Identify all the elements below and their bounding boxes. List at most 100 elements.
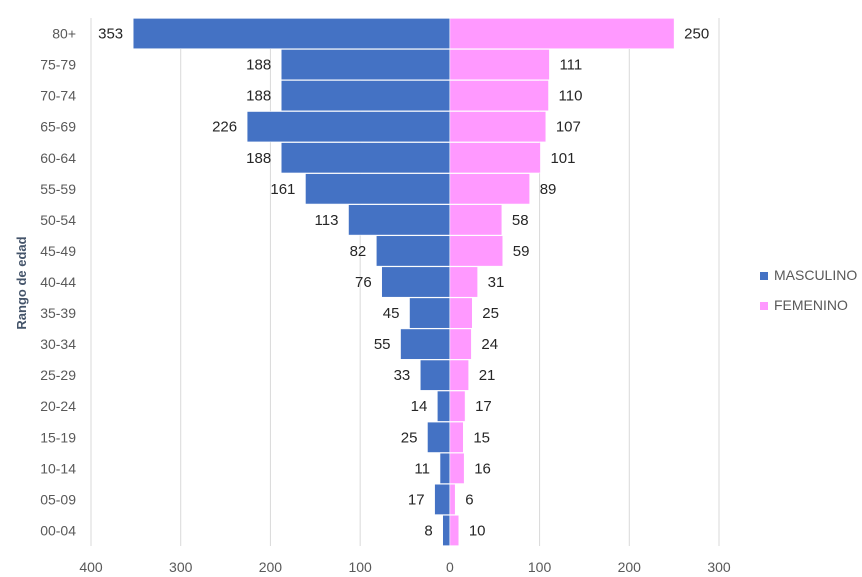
x-tick-label: 200 — [618, 559, 642, 575]
category-label: 30-34 — [40, 336, 76, 352]
data-label-femenino: 16 — [474, 460, 491, 477]
category-label: 20-24 — [40, 398, 76, 414]
data-label-masculino: 25 — [401, 429, 418, 446]
data-label-femenino: 58 — [512, 212, 529, 229]
category-label: 40-44 — [40, 274, 76, 290]
category-label: 55-59 — [40, 181, 76, 197]
bar-femenino — [449, 514, 460, 546]
category-label: 60-64 — [40, 150, 76, 166]
bar-masculino — [419, 359, 451, 391]
bar-femenino — [449, 235, 504, 267]
bar-masculino — [434, 483, 451, 515]
bar-masculino — [427, 421, 451, 453]
data-label-masculino: 226 — [212, 119, 237, 136]
x-tick-label: 100 — [528, 559, 552, 575]
bar-femenino — [449, 18, 675, 50]
bar-femenino — [449, 266, 478, 298]
bar-femenino — [449, 359, 469, 391]
y-axis-title: Rango de edad — [14, 236, 29, 329]
bar-femenino — [449, 328, 472, 360]
bar-femenino — [449, 111, 547, 143]
data-label-masculino: 17 — [408, 491, 425, 508]
data-label-masculino: 76 — [355, 274, 372, 291]
bar-femenino — [449, 390, 466, 422]
data-label-femenino: 25 — [482, 305, 499, 322]
labels-layer: 8 10 17 6 11 16 25 15 14 17 33 21 55 24 45 25 76 31 82 59 11… — [98, 26, 709, 540]
bar-masculino — [400, 328, 451, 360]
bar-masculino — [409, 297, 451, 329]
x-tick-label: 0 — [446, 559, 454, 575]
category-label: 45-49 — [40, 243, 76, 259]
data-label-femenino: 31 — [488, 274, 505, 291]
data-label-femenino: 59 — [513, 243, 530, 260]
legend-swatch — [760, 302, 768, 310]
data-label-femenino: 21 — [479, 367, 496, 384]
bar-femenino — [449, 297, 473, 329]
category-label: 65-69 — [40, 119, 76, 135]
bar-masculino — [305, 173, 451, 205]
category-label: 05-09 — [40, 491, 76, 507]
bar-femenino — [449, 80, 549, 112]
bar-femenino — [449, 452, 465, 484]
data-label-femenino: 10 — [469, 522, 486, 539]
legend-swatch — [760, 272, 768, 280]
bar-masculino — [375, 235, 451, 267]
data-label-femenino: 101 — [550, 150, 575, 167]
data-label-masculino: 8 — [424, 522, 432, 539]
bar-masculino — [246, 111, 451, 143]
data-label-masculino: 11 — [414, 460, 430, 477]
data-label-masculino: 353 — [98, 26, 123, 43]
bar-femenino — [449, 421, 464, 453]
bar-masculino — [280, 49, 451, 81]
legend: MASCULINO FEMENINO — [760, 267, 857, 313]
data-label-masculino: 188 — [246, 57, 271, 74]
legend-label: FEMENINO — [774, 297, 848, 313]
category-label: 10-14 — [40, 460, 76, 476]
data-label-femenino: 6 — [465, 491, 473, 508]
bar-masculino — [381, 266, 451, 298]
x-tick-label: 100 — [348, 559, 372, 575]
category-label: 15-19 — [40, 429, 76, 445]
category-label: 35-39 — [40, 305, 76, 321]
bars-layer — [132, 18, 675, 546]
data-label-femenino: 15 — [473, 429, 490, 446]
bar-femenino — [449, 173, 531, 205]
bar-masculino — [132, 18, 451, 50]
data-label-femenino: 250 — [684, 26, 709, 43]
bar-masculino — [439, 452, 451, 484]
x-tick-label: 300 — [707, 559, 731, 575]
data-label-masculino: 188 — [246, 88, 271, 105]
data-label-femenino: 24 — [481, 336, 498, 353]
data-label-masculino: 161 — [270, 181, 295, 198]
bar-femenino — [449, 142, 541, 174]
axis-layer: 400 300 200 100 0 100 200 300 00-04 05-09 10-14 15-… — [40, 26, 731, 575]
category-label: 50-54 — [40, 212, 76, 228]
bar-masculino — [442, 514, 451, 546]
data-label-masculino: 188 — [246, 150, 271, 167]
bar-masculino — [348, 204, 451, 236]
bar-femenino — [449, 483, 456, 515]
data-label-masculino: 14 — [411, 398, 428, 415]
x-tick-label: 300 — [169, 559, 193, 575]
category-label: 75-79 — [40, 57, 76, 73]
data-label-femenino: 17 — [475, 398, 492, 415]
bar-masculino — [280, 142, 451, 174]
data-label-femenino: 107 — [556, 119, 581, 136]
data-label-masculino: 82 — [350, 243, 367, 260]
legend-label: MASCULINO — [774, 267, 857, 283]
data-label-femenino: 110 — [559, 88, 583, 105]
data-label-masculino: 55 — [374, 336, 391, 353]
category-label: 25-29 — [40, 367, 76, 383]
data-label-femenino: 89 — [540, 181, 557, 198]
category-label: 70-74 — [40, 88, 76, 104]
bar-femenino — [449, 204, 503, 236]
x-tick-label: 200 — [259, 559, 283, 575]
data-label-masculino: 45 — [383, 305, 400, 322]
bar-masculino — [280, 80, 451, 112]
bar-masculino — [436, 390, 451, 422]
x-tick-label: 400 — [79, 559, 103, 575]
category-label: 00-04 — [40, 522, 76, 538]
category-label: 80+ — [52, 26, 76, 42]
